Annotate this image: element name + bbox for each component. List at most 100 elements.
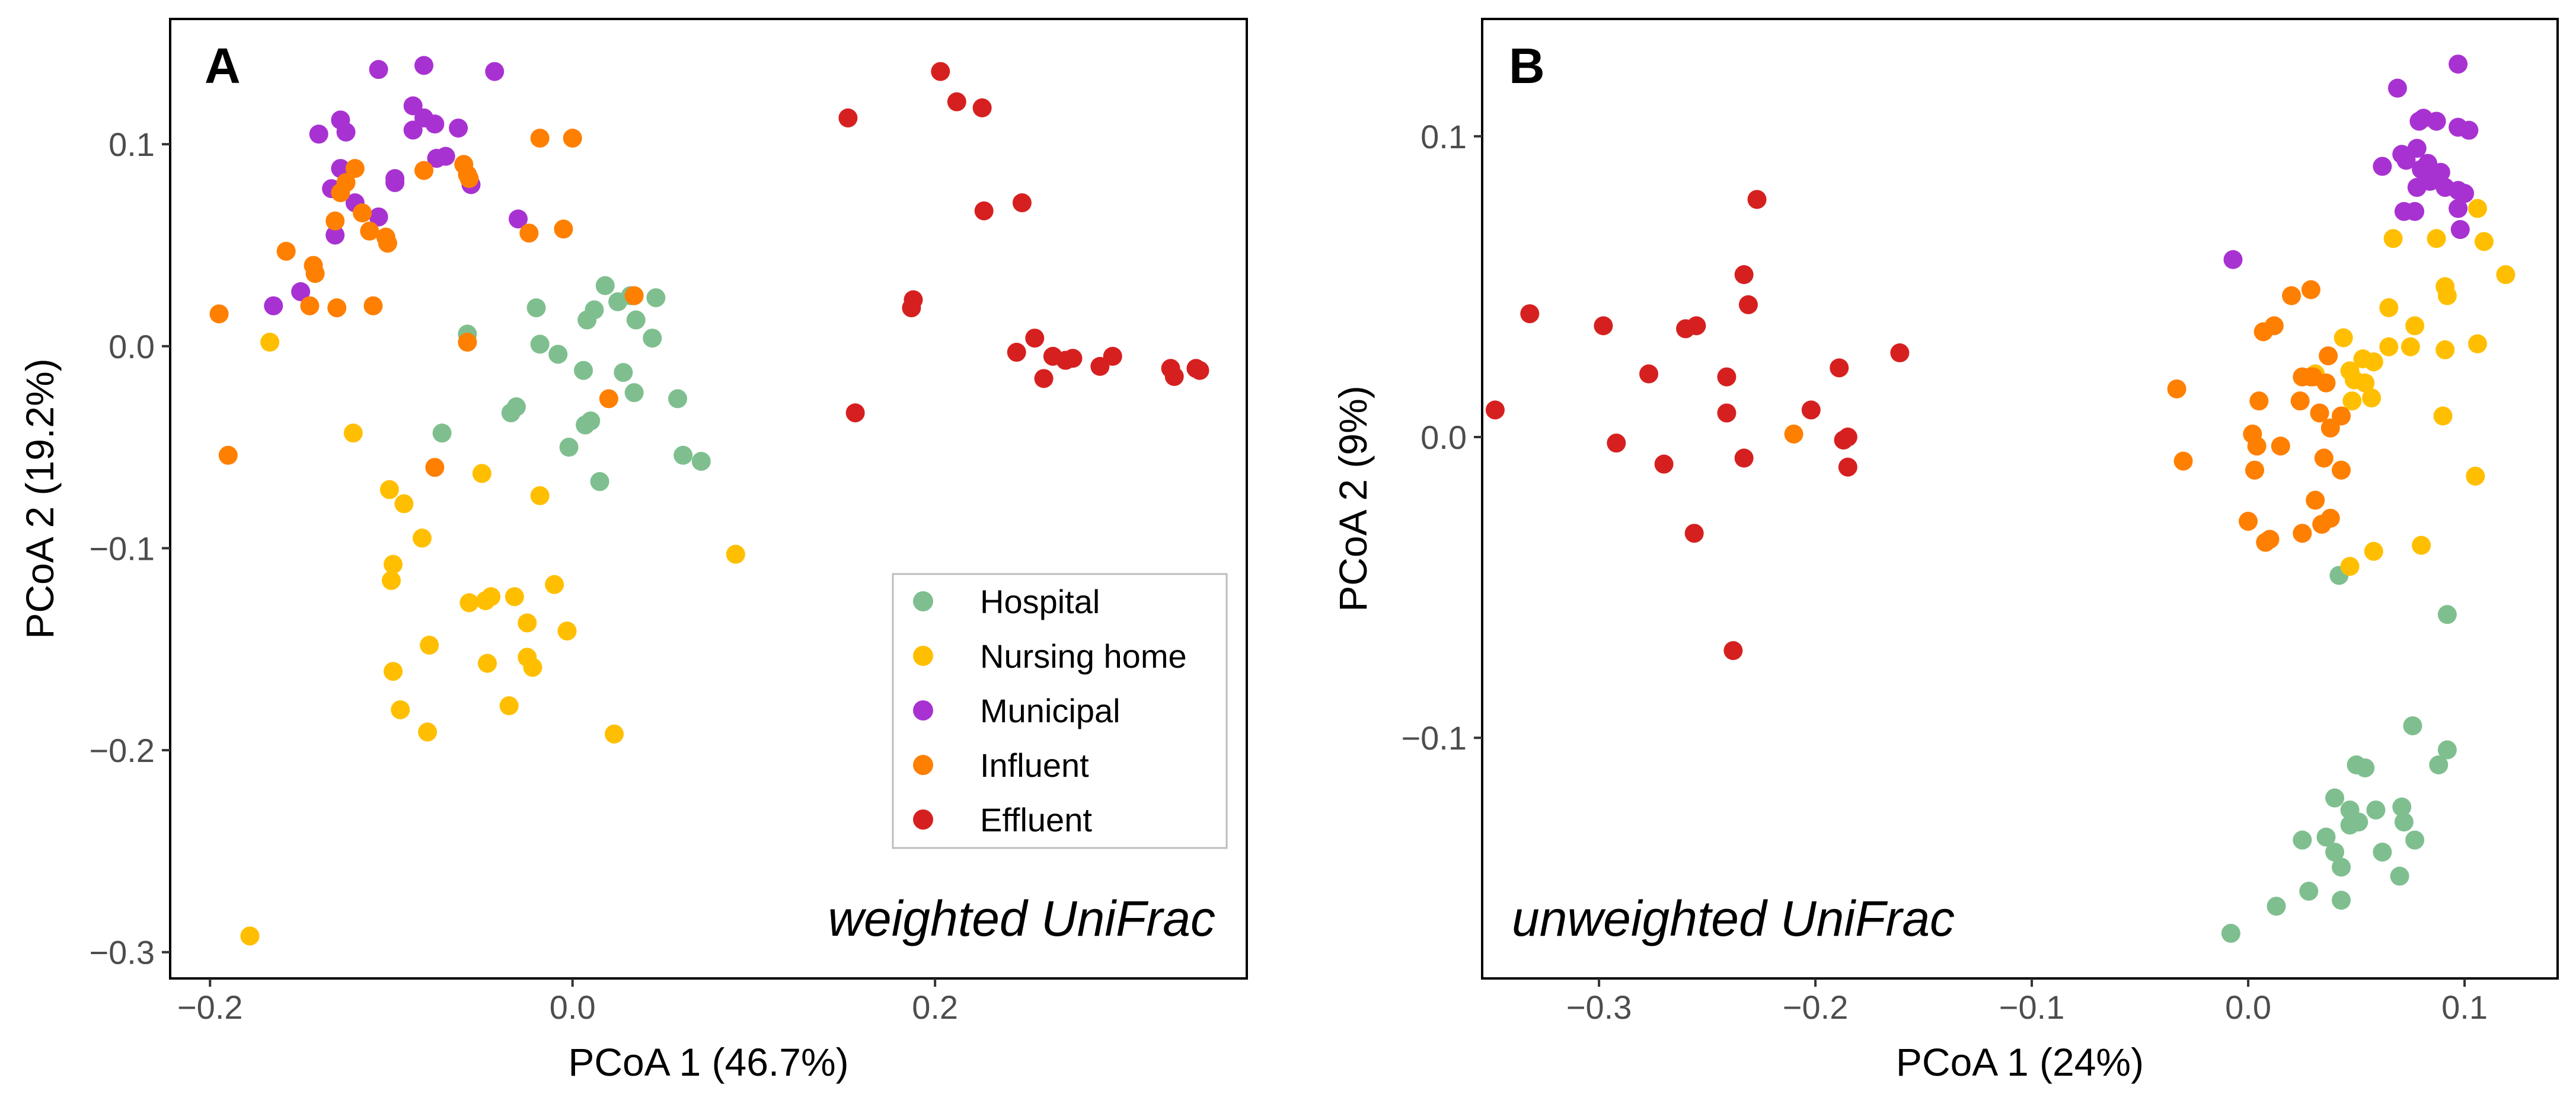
data-point-influent: [2247, 436, 2267, 456]
data-point-hospital: [2403, 716, 2422, 735]
data-point-nursing: [2468, 334, 2487, 353]
data-point-nursing: [2334, 328, 2353, 347]
data-point-nursing: [518, 613, 537, 633]
data-point-effluent: [1830, 358, 1849, 378]
data-point-hospital: [2390, 866, 2409, 886]
y-tick-label: −0.1: [1401, 719, 1467, 757]
data-point-hospital: [626, 310, 646, 330]
data-point-hospital: [2429, 755, 2449, 774]
data-point-hospital: [2340, 815, 2360, 835]
data-point-municipal: [403, 120, 423, 140]
x-tick-label: 0.0: [2225, 989, 2271, 1026]
data-point-hospital: [2267, 897, 2286, 916]
data-point-hospital: [2293, 830, 2312, 850]
data-point-nursing: [2468, 199, 2487, 218]
legend-item-effluent: Effluent: [913, 801, 1092, 838]
data-point-hospital: [2332, 857, 2351, 877]
data-point-nursing: [418, 722, 438, 742]
data-point-effluent: [1034, 369, 1054, 388]
data-point-hospital: [624, 383, 644, 403]
data-point-influent: [599, 389, 618, 409]
data-point-hospital: [530, 334, 550, 354]
data-point-effluent: [931, 62, 950, 81]
data-point-influent: [624, 286, 644, 305]
data-point-hospital: [526, 298, 546, 318]
data-point-hospital: [673, 445, 693, 465]
data-point-municipal: [264, 296, 283, 315]
data-point-municipal: [2373, 157, 2392, 176]
data-point-municipal: [2420, 171, 2440, 191]
legend-key-hospital: [913, 591, 933, 611]
data-point-influent: [2271, 436, 2290, 456]
data-point-hospital: [559, 438, 579, 457]
data-point-hospital: [577, 310, 597, 330]
data-point-influent: [459, 169, 479, 189]
panel-a-axes: −0.2 0.0 0.2 −0.3 −0.2 −0.1 0.0 0.1: [89, 126, 958, 1026]
data-point-hospital: [432, 423, 452, 443]
data-point-nursing: [2379, 298, 2399, 317]
panel-b-method-label: unweighted UniFrac: [1512, 891, 1955, 946]
data-point-effluent: [1723, 641, 1743, 661]
data-point-effluent: [1676, 319, 1696, 339]
data-point-municipal: [2409, 111, 2429, 131]
panel-b-letter: B: [1509, 38, 1545, 94]
data-point-effluent: [1717, 403, 1737, 423]
panel-b: −0.3 −0.2 −0.1 0.0 0.1 −0.1 0.0 0.1 B unweighte…: [1331, 18, 2559, 1084]
data-point-effluent: [1738, 295, 1758, 314]
legend-key-effluent: [913, 809, 933, 830]
data-point-nursing: [2364, 352, 2383, 372]
data-point-hospital: [2325, 788, 2345, 808]
data-point-nursing: [2355, 373, 2375, 393]
data-point-municipal: [369, 207, 388, 227]
data-point-nursing: [2364, 541, 2383, 561]
data-point-hospital: [2405, 830, 2425, 850]
data-point-effluent: [1485, 400, 1505, 420]
data-point-hospital: [2437, 740, 2457, 760]
data-point-nursing: [2496, 265, 2516, 285]
data-point-municipal: [449, 118, 468, 138]
data-point-nursing: [2383, 229, 2403, 248]
data-point-municipal: [325, 225, 345, 245]
data-point-nursing: [472, 464, 491, 483]
data-point-municipal: [2407, 139, 2427, 158]
data-point-influent: [458, 333, 477, 352]
data-point-municipal: [2449, 199, 2468, 218]
data-point-effluent: [1012, 193, 1032, 212]
data-point-effluent: [972, 98, 992, 117]
data-point-nursing: [2474, 232, 2494, 251]
data-point-hospital: [646, 288, 666, 308]
data-point-municipal: [403, 96, 423, 116]
data-point-nursing: [459, 593, 479, 613]
data-point-nursing: [475, 591, 495, 611]
data-point-effluent: [1025, 329, 1045, 348]
legend: Hospital Nursing home Municipal Influent…: [892, 573, 1228, 849]
data-point-influent: [300, 296, 320, 315]
data-point-municipal: [2396, 151, 2416, 170]
data-point-effluent: [1890, 343, 1910, 363]
data-point-municipal: [427, 149, 446, 168]
data-point-hospital: [2392, 797, 2412, 817]
panel-a-letter: A: [205, 38, 241, 94]
data-point-influent: [2332, 406, 2351, 426]
legend-box: [892, 573, 1228, 849]
data-point-influent: [2245, 460, 2265, 480]
legend-key-influent: [913, 755, 933, 775]
data-point-municipal: [2223, 250, 2243, 269]
data-point-nursing: [2412, 535, 2431, 555]
x-tick-label: −0.1: [1999, 989, 2065, 1026]
panel-a-method-label: weighted UniFrac: [828, 891, 1215, 946]
data-point-hospital: [2316, 827, 2336, 847]
data-point-influent: [2306, 490, 2325, 510]
data-point-influent: [2256, 533, 2275, 552]
x-tick-label: −0.2: [177, 989, 243, 1026]
data-point-influent: [1784, 424, 1803, 444]
data-point-influent: [554, 219, 573, 239]
data-point-influent: [2293, 367, 2312, 387]
data-point-effluent: [1684, 524, 1704, 543]
data-point-municipal: [2449, 55, 2468, 74]
y-tick-label: 0.1: [1421, 118, 1467, 155]
data-point-influent: [2249, 391, 2269, 411]
data-point-hospital: [2332, 891, 2351, 910]
data-point-municipal: [369, 60, 388, 79]
